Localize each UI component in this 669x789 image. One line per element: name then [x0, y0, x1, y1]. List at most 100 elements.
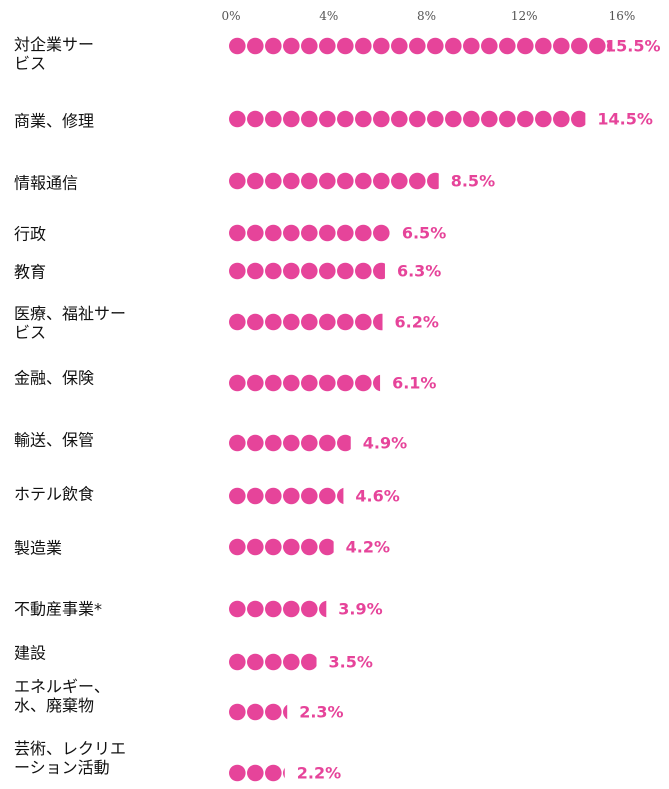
dot: [409, 37, 426, 55]
dot: [499, 37, 516, 55]
dot: [265, 110, 282, 128]
dot: [301, 600, 318, 618]
dot: [301, 37, 318, 55]
dot: [301, 653, 317, 671]
category-label: 建設: [14, 643, 47, 663]
dot: [373, 110, 390, 128]
dot: [481, 110, 498, 128]
dot: [337, 224, 354, 242]
value-label: 3.9%: [338, 600, 382, 619]
dot: [247, 224, 264, 242]
dot: [283, 600, 300, 618]
dot: [229, 764, 246, 782]
dot: [373, 313, 383, 331]
dot: [229, 172, 246, 190]
dot: [283, 37, 300, 55]
value-label: 4.9%: [363, 434, 407, 453]
value-label: 8.5%: [451, 172, 495, 191]
dot: [229, 37, 246, 55]
value-label: 4.6%: [355, 487, 399, 506]
value-label: 15.5%: [605, 37, 661, 56]
dot: [355, 37, 372, 55]
dot: [337, 172, 354, 190]
value-label: 2.2%: [297, 764, 341, 783]
dot: [391, 37, 408, 55]
category-label: 行政: [14, 224, 47, 244]
dot: [391, 110, 408, 128]
dot: [355, 110, 372, 128]
dot: [265, 764, 282, 782]
dot: [571, 37, 588, 55]
dot: [229, 653, 246, 671]
dot: [301, 313, 318, 331]
dot: [373, 37, 390, 55]
dot: [517, 37, 534, 55]
dot-row: [229, 487, 344, 505]
dot: [337, 487, 344, 505]
category-label: 芸術、レクリエ ーション活動: [14, 739, 127, 777]
dot: [391, 172, 408, 190]
dot: [301, 110, 318, 128]
dot: [265, 374, 282, 392]
value-label: 6.5%: [402, 224, 446, 243]
dot: [247, 600, 264, 618]
dot-row: [229, 224, 390, 242]
dot: [265, 172, 282, 190]
category-label: 医療、福祉サー ビス: [14, 304, 127, 342]
dot-row: [229, 313, 383, 331]
dot: [337, 434, 351, 452]
dot: [229, 703, 246, 721]
dot: [481, 37, 498, 55]
dot: [301, 487, 318, 505]
dot-row: [229, 764, 285, 782]
dot: [589, 37, 606, 55]
dot: [409, 172, 426, 190]
dot: [283, 767, 285, 779]
dot: [373, 262, 385, 280]
dot: [319, 172, 336, 190]
dot: [247, 434, 264, 452]
dot: [445, 110, 462, 128]
dot: [265, 538, 282, 556]
category-label: 製造業: [14, 538, 63, 558]
dot: [283, 262, 300, 280]
x-tick-label: 4%: [319, 9, 338, 23]
category-label: 不動産事業*: [14, 599, 103, 619]
dot: [265, 653, 282, 671]
dot: [535, 37, 552, 55]
dot: [229, 538, 246, 556]
dot: [265, 313, 282, 331]
dot: [283, 538, 300, 556]
dot: [319, 110, 336, 128]
value-label: 6.2%: [395, 313, 439, 332]
dot: [265, 224, 282, 242]
dot: [337, 110, 354, 128]
dot: [355, 224, 372, 242]
category-label: 商業、修理: [14, 111, 95, 131]
dot: [355, 262, 372, 280]
dot: [337, 37, 354, 55]
dot-row: [229, 703, 288, 721]
dot: [319, 313, 336, 331]
dot: [229, 487, 246, 505]
dot: [283, 110, 300, 128]
dot: [373, 172, 390, 190]
dot: [283, 653, 300, 671]
dot: [229, 374, 246, 392]
dot: [229, 262, 246, 280]
dot: [247, 172, 264, 190]
dot: [283, 172, 300, 190]
dot: [409, 110, 426, 128]
dot-row: [229, 538, 334, 556]
dot: [373, 374, 381, 392]
dot: [571, 110, 586, 128]
dot-row: [229, 262, 385, 280]
dot: [301, 538, 318, 556]
dot: [301, 262, 318, 280]
dot: [301, 172, 318, 190]
value-label: 6.3%: [397, 262, 441, 281]
dot: [319, 37, 336, 55]
dot: [337, 262, 354, 280]
dot: [247, 374, 264, 392]
